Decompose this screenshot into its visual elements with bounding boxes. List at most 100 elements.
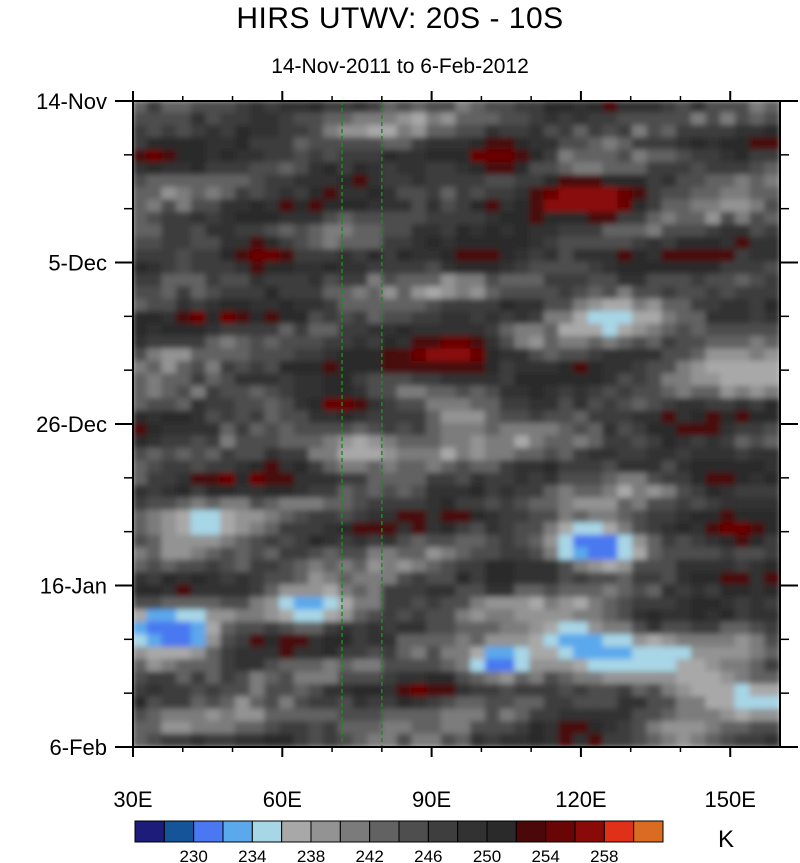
field-cell [264,348,282,363]
field-cell [543,137,561,152]
field-cell [646,733,664,747]
field-cell [587,485,605,500]
field-cell [720,348,737,363]
field-cell [602,273,620,289]
field-cell [529,199,546,214]
field-cell [279,721,296,736]
field-cell [220,435,237,450]
field-cell [705,509,723,525]
field-cell [529,522,546,537]
field-cell [587,360,605,376]
field-cell [190,112,208,127]
field-cell [676,696,693,711]
field-cell [661,336,679,351]
field-cell [367,696,384,711]
field-cell [690,211,708,227]
field-cell [705,162,723,177]
field-cell [367,733,384,747]
field-cell [734,360,752,376]
field-cell [293,174,311,189]
field-cell [381,211,399,227]
field-cell [558,646,576,662]
field-cell [220,162,237,177]
field-cell [455,273,473,289]
field-cell [220,447,237,463]
field-cell [617,186,634,202]
field-cell [573,112,590,127]
field-cell [205,497,223,512]
colorbar-swatch [310,820,341,843]
field-cell [573,659,590,674]
field-cell [676,584,693,599]
field-cell [161,423,179,438]
field-cell [646,348,664,363]
field-cell [205,336,223,351]
field-cell [234,621,252,637]
field-cell [690,199,708,214]
field-cell [323,360,340,376]
field-cell [264,584,282,599]
field-cell [587,398,605,413]
field-cell [308,298,326,314]
field-cell [264,236,282,252]
field-cell [676,174,693,189]
field-cell [470,398,487,413]
field-cell [499,211,517,227]
field-cell [176,211,193,227]
field-cell [337,373,355,388]
field-cell [411,385,429,401]
field-cell [337,472,355,488]
field-cell [470,360,487,376]
field-cell [411,696,429,711]
field-cell [705,634,723,649]
field-cell [631,373,649,388]
field-cell [264,124,282,140]
field-cell [323,460,340,475]
field-cell [470,298,487,314]
field-cell [190,373,208,388]
field-cell [176,273,193,289]
field-cell [396,646,414,662]
field-cell [161,509,179,525]
field-cell [220,211,237,227]
field-cell [749,559,767,575]
field-cell [264,162,282,177]
field-cell [455,101,473,115]
field-cell [602,447,620,463]
field-cell [220,634,237,649]
field-cell [234,174,252,189]
field-cell [161,646,179,662]
field-cell [455,696,473,711]
field-cell [617,336,634,351]
field-cell [146,224,164,239]
field-cell [587,261,605,276]
field-cell [734,249,752,264]
field-cell [470,224,487,239]
field-cell [220,522,237,537]
field-cell [411,101,429,115]
field-cell [558,696,576,711]
field-cell [558,311,576,326]
field-cell [631,398,649,413]
field-cell [205,609,223,624]
field-cell [720,236,737,252]
field-cell [499,671,517,686]
field-cell [249,621,267,637]
field-cell [543,621,561,637]
field-cell [573,559,590,575]
field-cell [249,162,267,177]
field-cell [455,659,473,674]
field-cell [234,435,252,450]
field-cell [617,323,634,339]
field-cell [176,360,193,376]
field-cell [426,472,443,488]
field-cell [133,634,149,649]
field-cell [602,149,620,165]
field-cell [529,708,546,724]
field-cell [176,199,193,214]
field-cell [337,671,355,686]
field-cell [587,472,605,488]
field-cell [734,671,752,686]
field-cell [190,249,208,264]
field-cell [734,435,752,450]
